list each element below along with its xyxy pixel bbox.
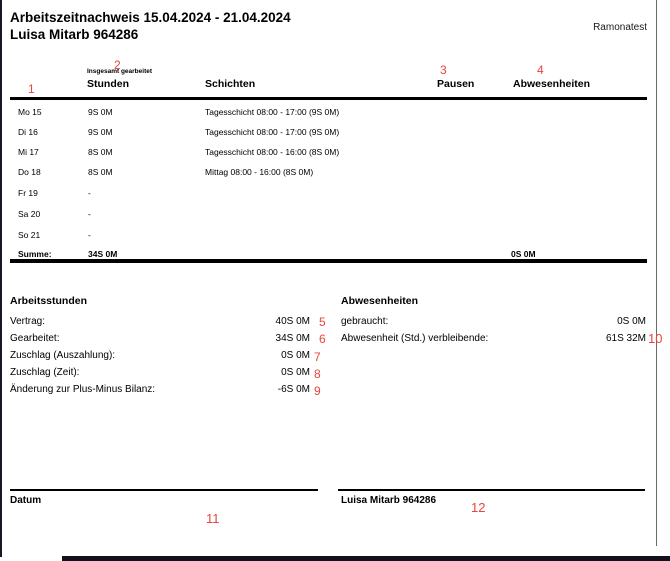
stat-row-gebraucht: gebraucht:	[341, 316, 388, 327]
day-cell: So 21	[18, 230, 41, 240]
page-right-border	[656, 0, 657, 546]
page-left-border	[0, 0, 2, 557]
stat-value-verbleibende: 61S 32M	[605, 333, 646, 344]
column-header-pausen: Pausen	[437, 78, 475, 90]
stat-row-vertrag: Vertrag:	[10, 316, 45, 327]
summary-stunden: 34S 0M	[88, 249, 118, 259]
page-title: Arbeitszeitnachweis 15.04.2024 - 21.04.2…	[10, 10, 291, 25]
schichten-cell: Tagesschicht 08:00 - 16:00 (8S 0M)	[205, 147, 340, 157]
stat-row-verbleibende: Abwesenheit (Std.) verbleibende:	[341, 333, 488, 344]
annotation-10: 10	[648, 331, 663, 346]
annotation-4: 4	[537, 63, 544, 77]
column-header-insgesamt-gearbeitet: Insgesamt gearbeitet	[87, 68, 153, 75]
column-header-abwesenheiten: Abwesenheiten	[513, 78, 591, 90]
stunden-cell: 8S 0M	[88, 147, 113, 157]
stat-value-gearbeitet: 34S 0M	[275, 333, 310, 344]
stat-label: Änderung zur Plus-Minus Bilanz:	[10, 384, 156, 395]
schichten-cell: Tagesschicht 08:00 - 17:00 (9S 0M)	[205, 127, 340, 137]
watermark-label: Ramonatest	[593, 22, 647, 33]
day-cell: Do 18	[18, 167, 41, 177]
stat-label: Zuschlag (Auszahlung):	[10, 350, 116, 361]
day-cell: Fr 19	[18, 188, 38, 198]
stat-label: Abwesenheit (Std.) verbleibende:	[341, 333, 489, 344]
abwesenheiten-title: Abwesenheiten	[341, 295, 419, 307]
annotation-5: 5	[319, 315, 326, 329]
annotation-12: 12	[471, 500, 486, 515]
schichten-cell: Tagesschicht 08:00 - 17:00 (9S 0M)	[205, 107, 340, 117]
stat-row-bilanz: Änderung zur Plus-Minus Bilanz:	[10, 384, 155, 395]
summary-label: Summe:	[18, 249, 52, 259]
stat-row-zuschlag-zeit: Zuschlag (Zeit):	[10, 367, 79, 378]
stat-label: Gearbeitet:	[10, 333, 60, 344]
name-signature-label: Luisa Mitarb 964286	[341, 495, 437, 506]
date-signature-label: Datum	[10, 495, 42, 506]
stat-row-gearbeitet: Gearbeitet:	[10, 333, 59, 344]
day-cell: Mo 15	[18, 107, 42, 117]
stat-value-gebraucht: 0S 0M	[617, 316, 646, 327]
annotation-2: 2	[114, 58, 121, 72]
annotation-7: 7	[314, 350, 321, 364]
stunden-cell: -	[88, 209, 91, 219]
stunden-cell: 8S 0M	[88, 167, 113, 177]
annotation-9: 9	[314, 384, 321, 398]
stat-value-vertrag: 40S 0M	[275, 316, 310, 327]
table-footer-rule	[10, 259, 647, 263]
column-header-stunden: Stunden	[87, 78, 129, 90]
column-header-schichten: Schichten	[205, 78, 256, 90]
stat-value-bilanz: -6S 0M	[277, 384, 310, 395]
name-signature-line	[338, 489, 645, 491]
date-signature-line	[10, 489, 318, 491]
stat-value-zuschlag-zeit: 0S 0M	[281, 367, 310, 378]
stat-label: Vertrag:	[10, 316, 46, 327]
page-subtitle: Luisa Mitarb 964286	[10, 27, 139, 42]
stat-row-zuschlag-auszahlung: Zuschlag (Auszahlung):	[10, 350, 115, 361]
table-header-rule	[10, 97, 647, 100]
stat-value-zuschlag-auszahlung: 0S 0M	[281, 350, 310, 361]
stunden-cell: 9S 0M	[88, 107, 113, 117]
arbeitsstunden-title: Arbeitsstunden	[10, 295, 88, 307]
stat-label: gebraucht:	[341, 316, 389, 327]
day-cell: Di 16	[18, 127, 38, 137]
schichten-cell: Mittag 08:00 - 16:00 (8S 0M)	[205, 167, 314, 177]
day-cell: Sa 20	[18, 209, 41, 219]
summary-abwesenheiten: 0S 0M	[511, 249, 536, 259]
stunden-cell: -	[88, 188, 91, 198]
stunden-cell: 9S 0M	[88, 127, 113, 137]
annotation-1: 1	[28, 82, 35, 96]
annotation-6: 6	[319, 332, 326, 346]
stat-label: Zuschlag (Zeit):	[10, 367, 80, 378]
annotation-3: 3	[440, 63, 447, 77]
day-cell: Mi 17	[18, 147, 39, 157]
annotation-8: 8	[314, 367, 321, 381]
stunden-cell: -	[88, 230, 91, 240]
page-bottom-bar	[62, 556, 670, 561]
annotation-11: 11	[206, 511, 220, 526]
